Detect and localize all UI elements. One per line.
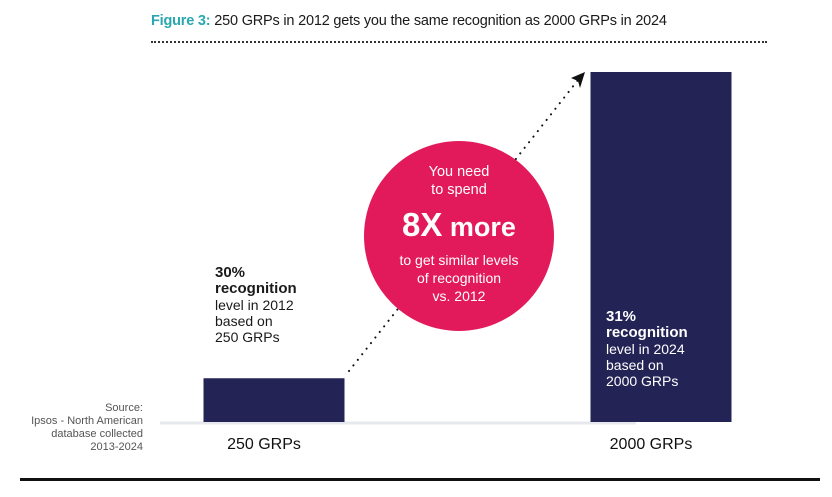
x-tick-label-250: 250 GRPs bbox=[227, 436, 301, 453]
source-line: Source: bbox=[105, 402, 143, 414]
bubble-line: to spend bbox=[431, 182, 487, 198]
bubble-line: vs. 2012 bbox=[432, 288, 486, 304]
bar-250-grps bbox=[203, 378, 345, 422]
source-line: database collected bbox=[51, 428, 143, 440]
annotation-2012-recognition: recognition bbox=[215, 280, 297, 297]
source-line: Ipsos - North American bbox=[31, 415, 143, 427]
bubble-headline: 8X more bbox=[364, 206, 554, 243]
annotation-2024-recognition: recognition bbox=[606, 324, 688, 341]
bubble-line: to get similar levels bbox=[399, 252, 519, 268]
bubble-line: You need bbox=[428, 164, 490, 180]
bubble-intro: You need to spend bbox=[364, 163, 554, 199]
annotation-2012: 30% recognition level in 2012 based on 2… bbox=[215, 264, 297, 346]
x-tick-label-2000: 2000 GRPs bbox=[610, 436, 693, 453]
bubble-more: more bbox=[449, 212, 516, 242]
figure-label: Figure 3: bbox=[151, 13, 211, 29]
figure-title-text: 250 GRPs in 2012 gets you the same recog… bbox=[214, 13, 667, 29]
annotation-2024-line: based on bbox=[606, 357, 664, 373]
figure-title: Figure 3: 250 GRPs in 2012 gets you the … bbox=[151, 13, 667, 29]
annotation-2012-line: level in 2012 bbox=[215, 297, 294, 313]
annotation-2024-line: 2000 GRPs bbox=[606, 373, 679, 389]
annotation-2024: 31% recognition level in 2024 based on 2… bbox=[606, 308, 688, 390]
annotation-2012-line: based on bbox=[215, 313, 273, 329]
annotation-2012-pct: 30% bbox=[215, 264, 246, 281]
title-dotted-rule bbox=[151, 41, 767, 43]
source-note: Source: Ipsos - North American database … bbox=[31, 402, 143, 454]
source-line: 2013-2024 bbox=[90, 441, 143, 453]
bubble-line: of recognition bbox=[416, 270, 502, 286]
bar-2000-grps bbox=[590, 72, 732, 422]
bottom-rule bbox=[20, 478, 820, 481]
arrowhead-icon bbox=[571, 72, 585, 88]
annotation-2024-line: level in 2024 bbox=[606, 341, 685, 357]
callout-bubble: You need to spend 8X more to get similar… bbox=[364, 141, 554, 331]
annotation-2012-line: 250 GRPs bbox=[215, 329, 280, 345]
annotation-2024-pct: 31% bbox=[606, 308, 637, 325]
bubble-outro: to get similar levels of recognition vs.… bbox=[364, 251, 554, 305]
bubble-multiplier: 8X bbox=[402, 206, 443, 243]
